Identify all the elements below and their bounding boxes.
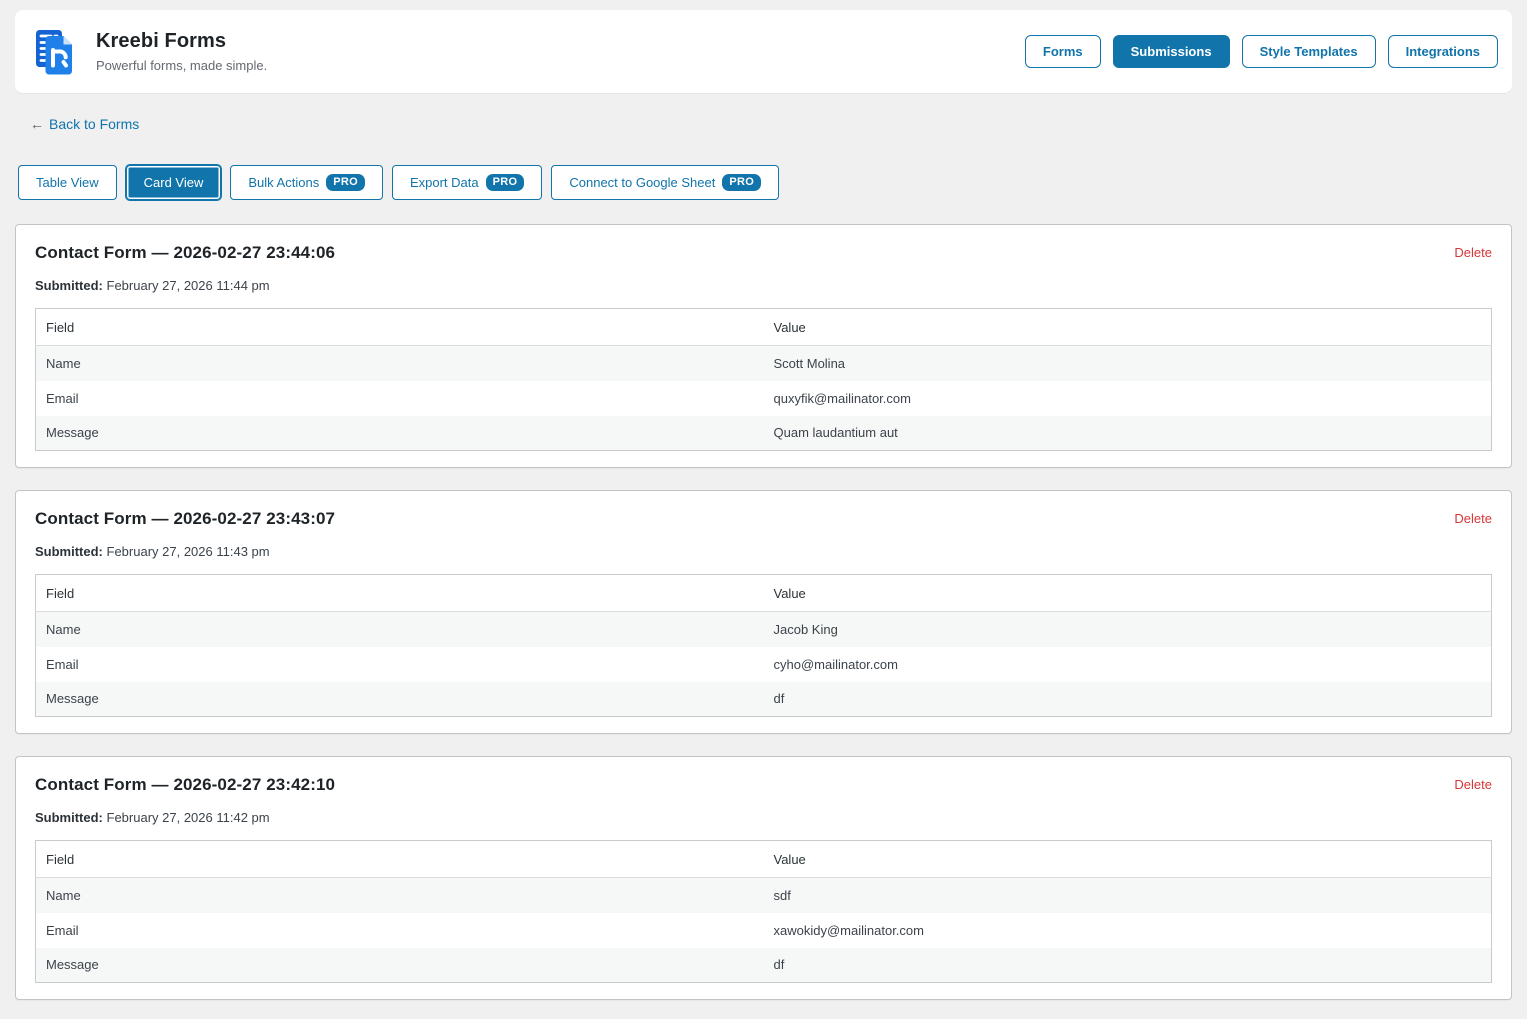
table-body: Name sdf Email xawokidy@mailinator.com Messa… <box>35 877 1492 983</box>
table-row: Message Quam laudantium aut <box>35 415 1492 451</box>
table-header-row: Field Value <box>35 840 1492 878</box>
delete-link[interactable]: Delete <box>1454 777 1492 792</box>
table-header-row: Field Value <box>35 574 1492 612</box>
submission-title: Contact Form — 2026-02-27 23:42:10 <box>35 775 336 794</box>
pro-badge: PRO <box>326 174 365 191</box>
back-link-label: Back to Forms <box>49 116 140 132</box>
field-cell: Email <box>46 656 79 672</box>
submission-card-header: Contact Form — 2026-02-27 23:43:07 Delet… <box>35 509 1492 529</box>
field-cell: Message <box>46 425 99 441</box>
submitted-line: Submitted: February 27, 2026 11:44 pm <box>35 278 1492 293</box>
page-subtitle: Powerful forms, made simple. <box>96 58 268 73</box>
value-column-header: Value <box>763 308 1492 346</box>
submitted-line: Submitted: February 27, 2026 11:42 pm <box>35 810 1492 825</box>
submission-cards: Contact Form — 2026-02-27 23:44:06 Delet… <box>15 224 1512 1019</box>
header-nav: Forms Submissions Style Templates Integr… <box>1024 35 1498 68</box>
field-cell: Email <box>46 922 79 938</box>
value-cell: df <box>773 691 785 707</box>
view-toolbar: Table View Card View Bulk Actions PRO Ex… <box>18 164 1527 201</box>
delete-link[interactable]: Delete <box>1454 511 1492 526</box>
field-column-header: Field <box>35 308 764 346</box>
submitted-value: February 27, 2026 11:42 pm <box>106 810 270 825</box>
field-cell: Name <box>46 887 81 903</box>
table-view-label: Table View <box>36 175 99 190</box>
field-cell: Name <box>46 621 81 637</box>
submission-table: Field Value Name sdf Email xawokidy@mailina… <box>35 840 1492 983</box>
value-cell: Quam laudantium aut <box>773 425 898 441</box>
table-row: Name Jacob King <box>35 611 1492 647</box>
table-view-button[interactable]: Table View <box>18 165 117 200</box>
value-cell: df <box>773 957 785 973</box>
page-title: Kreebi Forms <box>96 30 227 52</box>
table-row: Email cyho@mailinator.com <box>35 646 1492 682</box>
submitted-label: Submitted: <box>35 544 103 559</box>
bulk-actions-label: Bulk Actions <box>248 175 320 190</box>
pro-badge: PRO <box>485 174 525 191</box>
value-cell: Scott Molina <box>773 355 846 371</box>
value-cell: quxyfik@mailinator.com <box>773 390 911 406</box>
submitted-value: February 27, 2026 11:43 pm <box>106 544 270 559</box>
card-view-label: Card View <box>143 175 204 190</box>
nav-submissions-button[interactable]: Submissions <box>1112 35 1230 68</box>
delete-link[interactable]: Delete <box>1454 245 1492 260</box>
value-cell: Jacob King <box>773 621 838 637</box>
value-cell: cyho@mailinator.com <box>773 656 898 672</box>
connect-google-sheet-label: Connect to Google Sheet <box>569 175 716 190</box>
value-cell: sdf <box>773 887 791 903</box>
back-to-forms-link[interactable]: ← Back to Forms <box>30 116 139 132</box>
table-header-row: Field Value <box>35 308 1492 346</box>
field-column-header: Field <box>35 574 764 612</box>
export-data-button[interactable]: Export Data PRO <box>391 165 543 200</box>
table-row: Email quxyfik@mailinator.com <box>35 380 1492 416</box>
submitted-line: Submitted: February 27, 2026 11:43 pm <box>35 544 1492 559</box>
submission-card: Contact Form — 2026-02-27 23:43:07 Delet… <box>15 490 1512 734</box>
kreebi-forms-logo-icon <box>32 27 80 77</box>
submission-title: Contact Form — 2026-02-27 23:44:06 <box>35 243 336 262</box>
submission-card-header: Contact Form — 2026-02-27 23:42:10 Delet… <box>35 775 1492 795</box>
submission-card-header: Contact Form — 2026-02-27 23:44:06 Delet… <box>35 243 1492 263</box>
submitted-value: February 27, 2026 11:44 pm <box>106 278 270 293</box>
back-row: ← Back to Forms <box>30 116 1527 134</box>
back-arrow-icon: ← <box>30 116 44 132</box>
table-body: Name Scott Molina Email quxyfik@mailinator.… <box>35 345 1492 451</box>
submission-card: Contact Form — 2026-02-27 23:42:10 Delet… <box>15 756 1512 1000</box>
field-cell: Message <box>46 957 99 973</box>
nav-integrations-button[interactable]: Integrations <box>1387 35 1498 68</box>
field-column-header: Field <box>35 840 764 878</box>
table-row: Name sdf <box>35 877 1492 913</box>
bulk-actions-button[interactable]: Bulk Actions PRO <box>230 165 383 200</box>
submitted-label: Submitted: <box>35 810 103 825</box>
table-body: Name Jacob King Email cyho@mailinator.com Me… <box>35 611 1492 717</box>
table-row: Message df <box>35 681 1492 717</box>
submission-table: Field Value Name Scott Molina Email quxyfik… <box>35 308 1492 451</box>
table-row: Name Scott Molina <box>35 345 1492 381</box>
submission-title: Contact Form — 2026-02-27 23:43:07 <box>35 509 336 528</box>
plugin-identity: Kreebi Forms Powerful forms, made simple… <box>32 27 267 77</box>
field-cell: Name <box>46 355 81 371</box>
card-view-button[interactable]: Card View <box>124 164 223 201</box>
nav-forms-button[interactable]: Forms <box>1024 35 1101 68</box>
table-row: Email xawokidy@mailinator.com <box>35 912 1492 948</box>
plugin-header: Kreebi Forms Powerful forms, made simple… <box>15 10 1512 93</box>
submitted-label: Submitted: <box>35 278 103 293</box>
pro-badge: PRO <box>722 174 762 191</box>
value-column-header: Value <box>763 840 1492 878</box>
export-data-label: Export Data <box>409 175 479 190</box>
field-cell: Message <box>46 691 99 707</box>
field-cell: Email <box>46 390 79 406</box>
connect-google-sheet-button[interactable]: Connect to Google Sheet PRO <box>551 165 780 200</box>
table-row: Message df <box>35 947 1492 983</box>
value-column-header: Value <box>763 574 1492 612</box>
submission-card: Contact Form — 2026-02-27 23:44:06 Delet… <box>15 224 1512 468</box>
value-cell: xawokidy@mailinator.com <box>773 922 924 938</box>
nav-style-templates-button[interactable]: Style Templates <box>1241 35 1376 68</box>
submission-table: Field Value Name Jacob King Email cyho@mail… <box>35 574 1492 717</box>
title-block: Kreebi Forms Powerful forms, made simple… <box>96 30 267 73</box>
